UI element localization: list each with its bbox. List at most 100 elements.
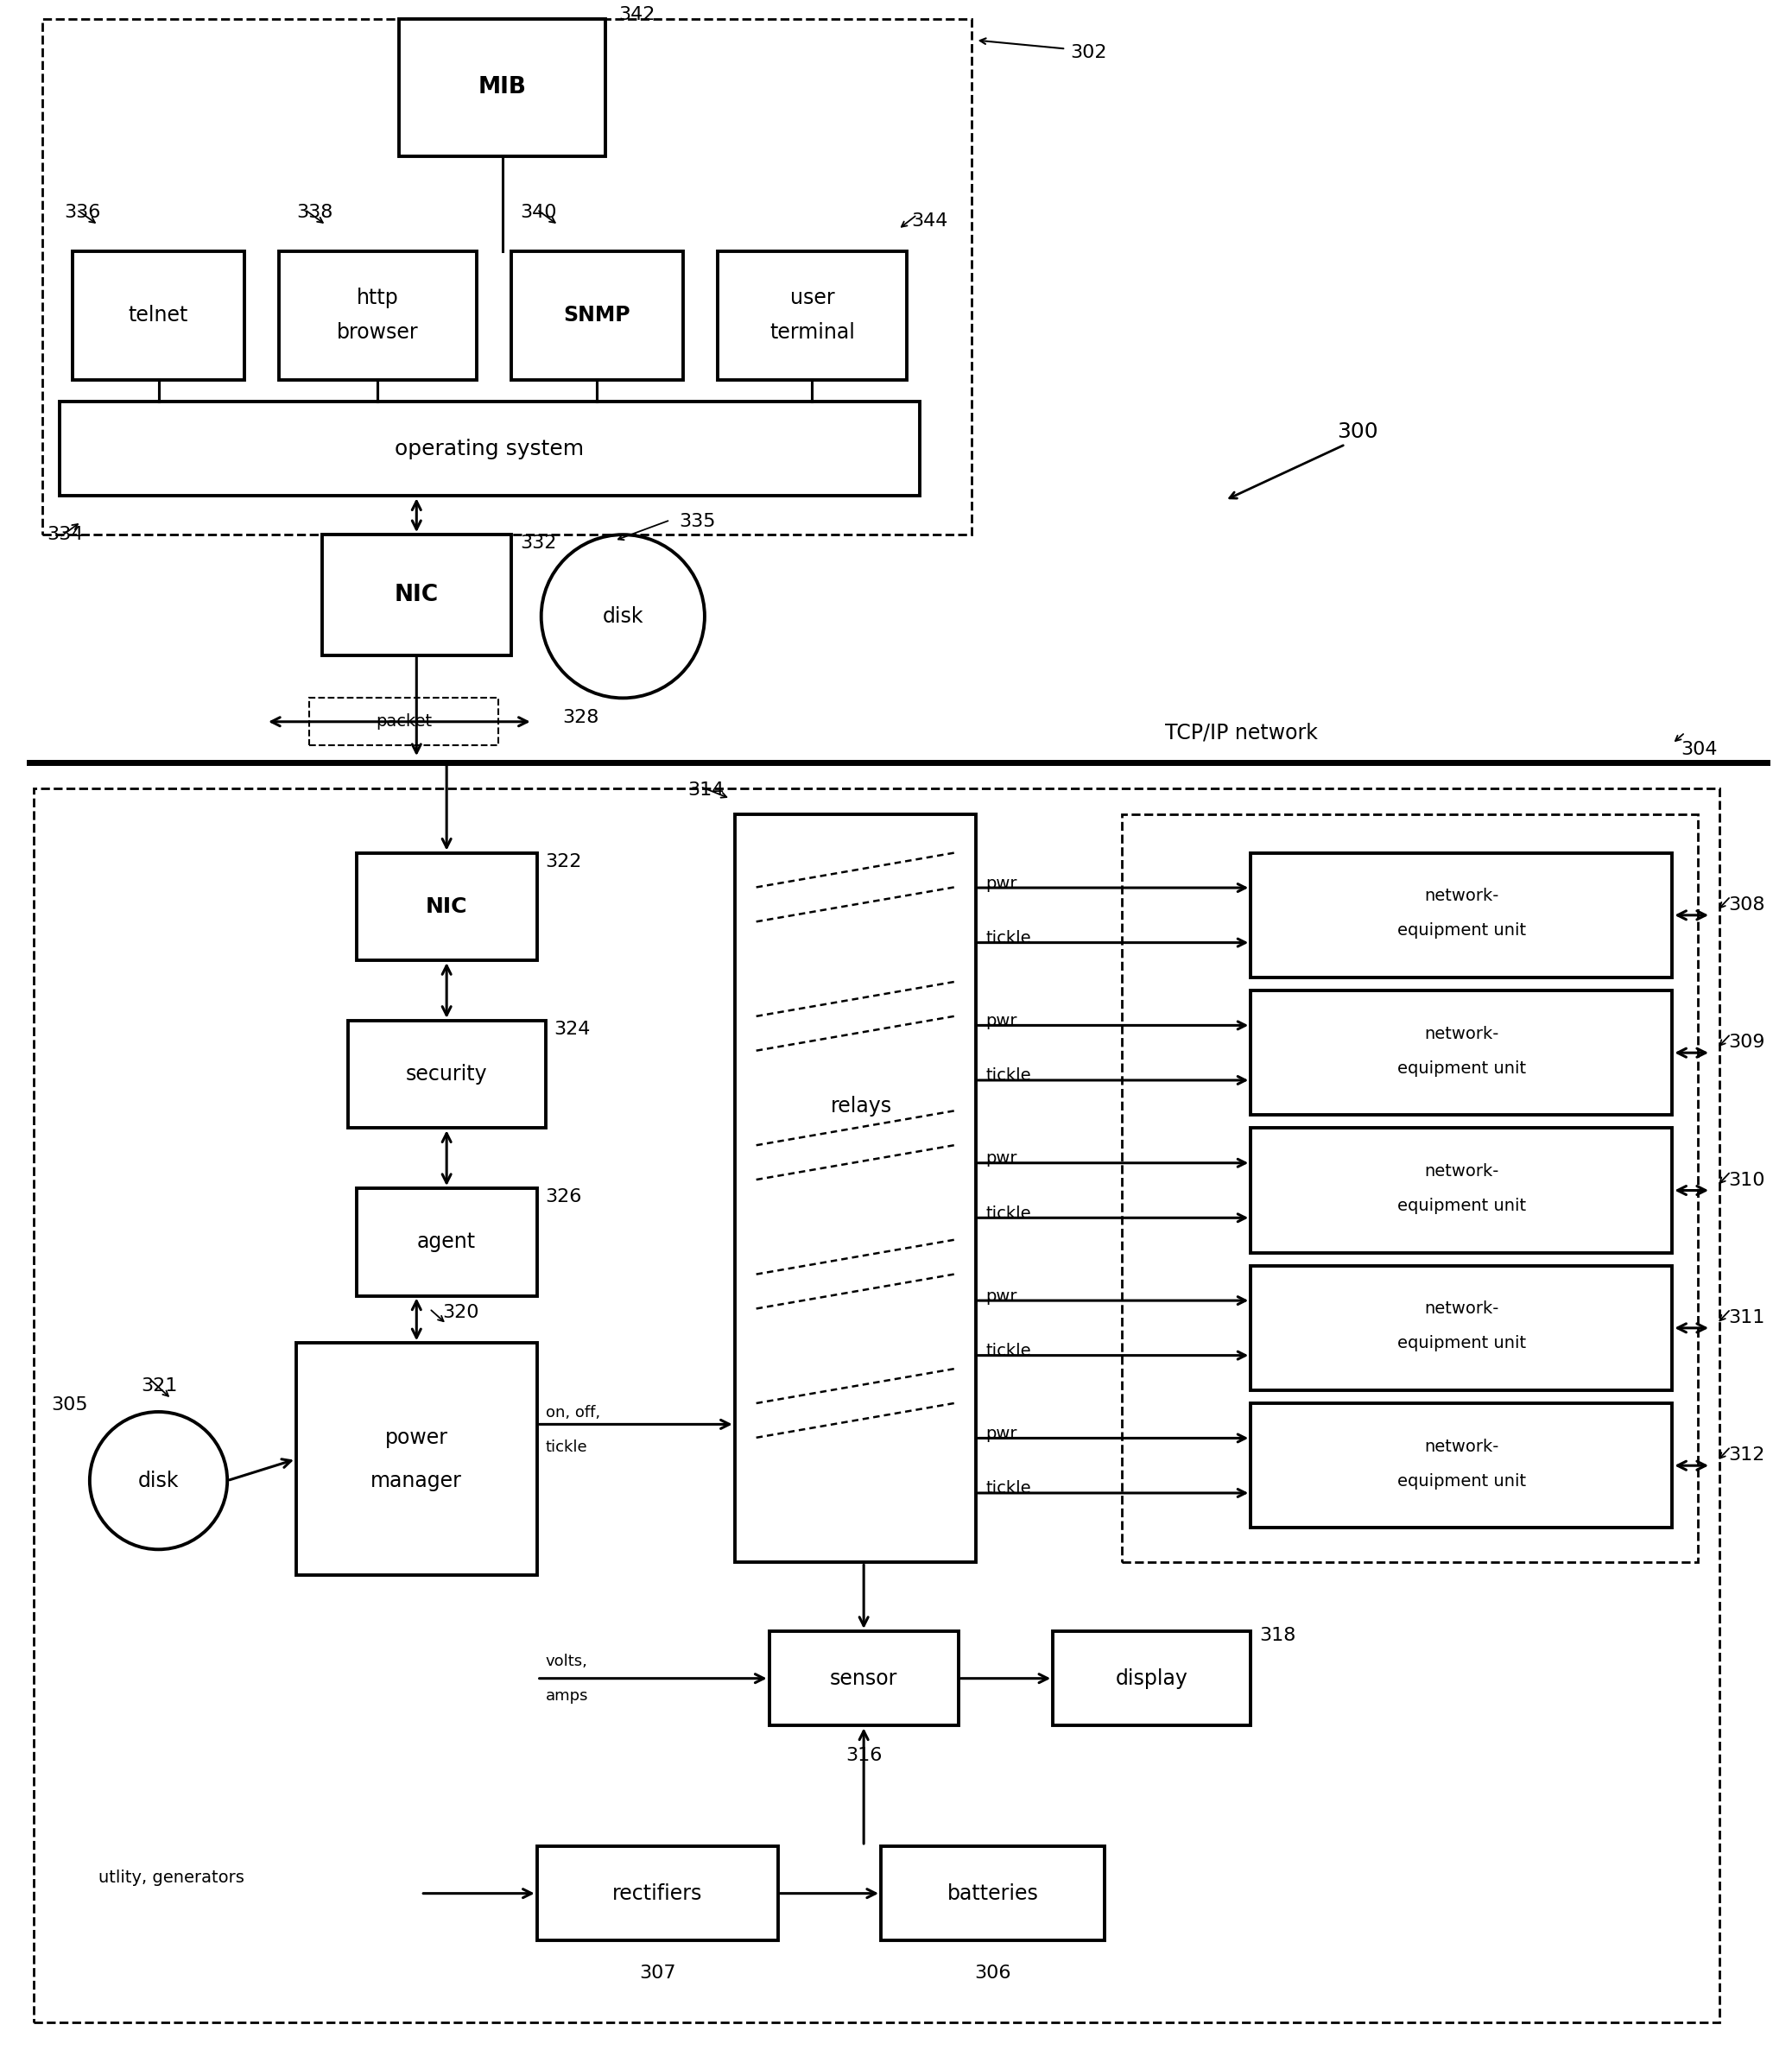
Bar	[769, 1630, 959, 1726]
Text: packet: packet	[376, 714, 432, 730]
Bar	[72, 250, 244, 381]
Bar	[1251, 1266, 1672, 1390]
Bar	[717, 250, 907, 381]
Text: network-: network-	[1425, 888, 1498, 904]
Text: 310: 310	[1727, 1171, 1765, 1190]
Text: 326: 326	[545, 1188, 582, 1206]
Text: network-: network-	[1425, 1301, 1498, 1318]
Bar	[357, 1188, 538, 1295]
Bar	[308, 697, 498, 745]
Text: sensor: sensor	[830, 1668, 898, 1688]
Text: power: power	[385, 1428, 448, 1448]
Text: 344: 344	[910, 213, 948, 230]
Bar	[1251, 1128, 1672, 1252]
Text: tickle: tickle	[986, 1343, 1032, 1359]
Text: 309: 309	[1727, 1034, 1765, 1051]
Text: 338: 338	[296, 203, 333, 221]
Bar	[735, 813, 975, 1562]
Bar	[1251, 991, 1672, 1115]
Bar	[43, 19, 971, 534]
Text: tickle: tickle	[986, 931, 1032, 946]
Text: 328: 328	[563, 710, 599, 726]
Text: 316: 316	[846, 1746, 882, 1765]
Bar	[1122, 813, 1699, 1562]
Text: pwr: pwr	[986, 875, 1018, 892]
Bar	[1251, 852, 1672, 977]
Text: 305: 305	[50, 1397, 88, 1413]
Text: 321: 321	[142, 1378, 177, 1395]
Text: network-: network-	[1425, 1026, 1498, 1043]
Text: agent: agent	[418, 1231, 477, 1252]
Text: equipment unit: equipment unit	[1398, 1335, 1525, 1351]
Text: tickle: tickle	[986, 1481, 1032, 1496]
Text: 307: 307	[640, 1966, 676, 1982]
Text: operating system: operating system	[394, 439, 584, 459]
Bar	[34, 788, 1720, 2021]
Text: amps: amps	[545, 1688, 588, 1703]
Text: 308: 308	[1727, 896, 1765, 914]
Bar	[323, 534, 511, 656]
Text: telnet: telnet	[129, 304, 188, 325]
Text: NIC: NIC	[394, 583, 439, 606]
Text: pwr: pwr	[986, 1426, 1018, 1442]
Text: tickle: tickle	[986, 1206, 1032, 1221]
Text: equipment unit: equipment unit	[1398, 1473, 1525, 1490]
Text: 302: 302	[1070, 43, 1107, 62]
Bar	[882, 1846, 1104, 1941]
Bar	[400, 19, 606, 157]
Text: MIB: MIB	[478, 77, 527, 99]
Text: rectifiers: rectifiers	[613, 1883, 702, 1903]
Text: pwr: pwr	[986, 1014, 1018, 1028]
Text: SNMP: SNMP	[564, 304, 631, 325]
Text: 332: 332	[520, 534, 556, 552]
Text: 324: 324	[554, 1020, 591, 1039]
Text: 312: 312	[1727, 1446, 1765, 1465]
Text: 304: 304	[1681, 741, 1717, 757]
Text: pwr: pwr	[986, 1289, 1018, 1303]
Text: disk: disk	[138, 1471, 179, 1492]
Text: display: display	[1116, 1668, 1188, 1688]
Text: http: http	[357, 288, 400, 308]
Bar	[357, 852, 538, 960]
Text: batteries: batteries	[946, 1883, 1039, 1903]
Bar	[538, 1846, 778, 1941]
Text: equipment unit: equipment unit	[1398, 1059, 1525, 1076]
Text: NIC: NIC	[426, 896, 468, 917]
Text: user: user	[790, 288, 835, 308]
Bar	[348, 1020, 545, 1128]
Text: volts,: volts,	[545, 1653, 588, 1670]
Text: relays: relays	[831, 1097, 892, 1117]
Text: 300: 300	[1337, 422, 1378, 443]
Text: pwr: pwr	[986, 1150, 1018, 1167]
Text: TCP/IP network: TCP/IP network	[1165, 722, 1317, 743]
Text: 318: 318	[1260, 1626, 1296, 1645]
Text: 340: 340	[520, 203, 557, 221]
Text: terminal: terminal	[769, 323, 855, 343]
Bar	[1251, 1403, 1672, 1527]
Text: 336: 336	[65, 203, 100, 221]
Circle shape	[90, 1411, 228, 1550]
Bar	[280, 250, 477, 381]
Text: 342: 342	[618, 6, 656, 23]
Text: network-: network-	[1425, 1163, 1498, 1179]
Bar	[59, 401, 919, 497]
Circle shape	[541, 534, 704, 697]
Text: 320: 320	[443, 1303, 478, 1322]
Text: network-: network-	[1425, 1438, 1498, 1455]
Text: utlity, generators: utlity, generators	[99, 1870, 244, 1887]
Text: 335: 335	[679, 513, 715, 530]
Text: 334: 334	[47, 526, 82, 544]
Text: manager: manager	[371, 1471, 462, 1492]
Text: tickle: tickle	[545, 1440, 588, 1455]
Text: tickle: tickle	[986, 1068, 1032, 1084]
Text: 306: 306	[975, 1966, 1011, 1982]
Text: 322: 322	[545, 852, 582, 871]
Text: 314: 314	[688, 782, 724, 799]
Text: browser: browser	[337, 323, 419, 343]
Text: disk: disk	[602, 606, 643, 627]
Text: 311: 311	[1727, 1310, 1765, 1326]
Text: on, off,: on, off,	[545, 1405, 600, 1421]
Text: equipment unit: equipment unit	[1398, 923, 1525, 939]
Bar	[511, 250, 683, 381]
Text: equipment unit: equipment unit	[1398, 1198, 1525, 1215]
